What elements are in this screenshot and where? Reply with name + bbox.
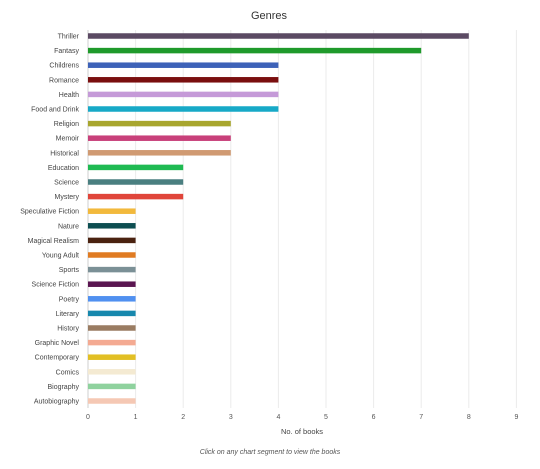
- x-tick-label: 4: [276, 414, 280, 421]
- bar-speculative-fiction[interactable]: [88, 208, 136, 214]
- bar-romance[interactable]: [88, 77, 279, 83]
- bar-magical-realism[interactable]: [88, 237, 136, 244]
- chart-footer-note: Click on any chart segment to view the b…: [199, 449, 341, 456]
- grid-layer: [87, 30, 517, 408]
- category-label: Religion: [54, 121, 79, 128]
- bar-graphic-novel[interactable]: [88, 339, 136, 346]
- category-label: Magical Realism: [28, 238, 80, 245]
- bar-history[interactable]: [88, 325, 136, 331]
- category-label: Autobiography: [34, 399, 80, 406]
- x-axis-label: No. of books: [281, 427, 323, 436]
- bar-sports[interactable]: [88, 266, 136, 273]
- x-tick-label: 6: [372, 414, 376, 421]
- x-tick-label: 1: [134, 414, 138, 421]
- category-labels: Thriller Fantasy Childrens Romance Health Foo…: [20, 34, 79, 406]
- category-label: Sports: [59, 267, 80, 274]
- category-label: Education: [48, 165, 79, 172]
- category-label: Graphic Novel: [35, 340, 80, 347]
- bar-autobiography[interactable]: [88, 398, 136, 404]
- category-label: Young Adult: [42, 253, 79, 260]
- bar-science-fiction[interactable]: [88, 281, 136, 287]
- category-label: Romance: [49, 77, 79, 84]
- bar-biography[interactable]: [88, 383, 136, 390]
- bar-poetry[interactable]: [88, 296, 136, 302]
- x-tick-label: 9: [514, 414, 518, 421]
- bar-mystery[interactable]: [88, 193, 184, 200]
- bar-contemporary[interactable]: [88, 354, 136, 360]
- bar-religion[interactable]: [88, 120, 231, 127]
- x-tick-label: 0: [86, 414, 90, 421]
- category-label: Science: [54, 180, 79, 187]
- category-label: Science Fiction: [32, 282, 80, 289]
- x-tick-labels: 0 1 2 3 4 5 6 7 8 9: [86, 414, 518, 421]
- bar-thriller[interactable]: [88, 33, 469, 39]
- category-label: Childrens: [49, 63, 79, 70]
- bar-young-adult[interactable]: [88, 252, 136, 258]
- bar-memoir[interactable]: [88, 135, 231, 141]
- category-label: Mystery: [55, 194, 80, 201]
- chart-title: Genres: [251, 10, 288, 22]
- bar-food-and-drink[interactable]: [88, 106, 279, 112]
- category-label: Literary: [56, 311, 80, 318]
- bar-science[interactable]: [88, 179, 184, 185]
- bar-literary[interactable]: [88, 310, 136, 317]
- category-label: Fantasy: [54, 48, 79, 55]
- category-label: History: [57, 326, 79, 333]
- category-label: Speculative Fiction: [20, 209, 79, 216]
- bar-nature[interactable]: [88, 223, 136, 229]
- x-tick-label: 7: [419, 414, 423, 421]
- category-label: Thriller: [58, 34, 80, 41]
- bar-historical[interactable]: [88, 150, 231, 156]
- category-label: Historical: [50, 150, 79, 157]
- bar-education[interactable]: [88, 164, 184, 171]
- category-label: Contemporary: [35, 355, 80, 362]
- bar-childrens[interactable]: [88, 62, 279, 68]
- category-label: Comics: [56, 369, 80, 376]
- category-label: Poetry: [59, 296, 80, 303]
- x-tick-label: 5: [324, 414, 328, 421]
- x-tick-label: 2: [181, 414, 185, 421]
- category-label: Food and Drink: [31, 107, 79, 114]
- bar-comics[interactable]: [88, 369, 136, 375]
- category-label: Health: [59, 92, 79, 99]
- bar-health[interactable]: [88, 91, 279, 98]
- bar-fantasy[interactable]: [88, 47, 422, 54]
- x-tick-label: 8: [467, 414, 471, 421]
- category-label: Biography: [47, 384, 79, 391]
- x-tick-label: 3: [229, 414, 233, 421]
- bars-layer: [88, 33, 469, 404]
- category-label: Memoir: [56, 136, 80, 143]
- category-label: Nature: [58, 223, 79, 230]
